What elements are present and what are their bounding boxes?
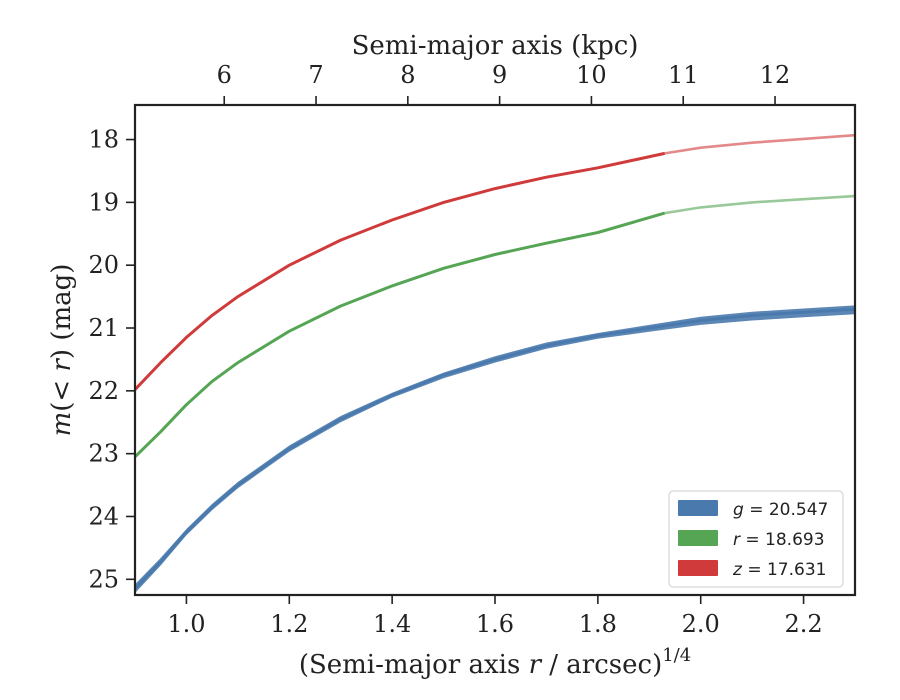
series-z-faded bbox=[664, 133, 855, 155]
y-tick-label: 23 bbox=[88, 440, 119, 468]
legend-swatch-z bbox=[678, 560, 718, 576]
legend-value-r: = 18.693 bbox=[740, 530, 825, 550]
y-tick-label: 25 bbox=[88, 565, 119, 593]
y-tick-label: 24 bbox=[88, 502, 119, 530]
y-tick-label: 20 bbox=[88, 251, 119, 279]
top-x-axis: 6 7 8 9 10 11 12 bbox=[217, 61, 791, 105]
y-axis-label-prefix: m bbox=[47, 412, 77, 437]
y-axis-label-var: r bbox=[47, 358, 77, 372]
y-tick-label: 21 bbox=[88, 314, 119, 342]
x-tick-label: 1.8 bbox=[579, 610, 617, 638]
top-axis-label: Semi-major axis (kpc) bbox=[352, 31, 639, 61]
y-axis-label: m(< r) (mag) bbox=[47, 264, 77, 437]
top-tick-label: 12 bbox=[760, 61, 791, 89]
legend-swatch-g bbox=[678, 500, 718, 516]
y-axis-label-suffix: ) (mag) bbox=[47, 264, 77, 360]
legend-var-g: g bbox=[733, 500, 744, 520]
top-tick-label: 11 bbox=[668, 61, 699, 89]
series-r-faded bbox=[664, 194, 855, 215]
legend: g = 20.547 r = 18.693 z = 17.631 bbox=[668, 490, 844, 588]
x-axis-label-var: r bbox=[529, 650, 543, 680]
x-axis-label: (Semi-major axis r / arcsec)1/4 bbox=[299, 645, 691, 680]
x-axis-label-suffix: / arcsec) bbox=[541, 650, 662, 680]
x-tick-label: 1.6 bbox=[476, 610, 514, 638]
top-tick-label: 7 bbox=[308, 61, 323, 89]
top-tick-label: 6 bbox=[217, 61, 232, 89]
series-g-line bbox=[135, 307, 855, 590]
legend-entry-g: g = 20.547 bbox=[733, 500, 828, 520]
top-tick-label: 9 bbox=[492, 61, 507, 89]
x-tick-label: 1.0 bbox=[167, 610, 205, 638]
top-tick-label: 8 bbox=[400, 61, 415, 89]
legend-var-r: r bbox=[733, 530, 741, 550]
legend-var-z: z bbox=[732, 560, 743, 580]
x-tick-label: 2.0 bbox=[682, 610, 720, 638]
x-tick-label: 1.4 bbox=[373, 610, 411, 638]
y-tick-label: 18 bbox=[88, 126, 119, 154]
series-layer bbox=[135, 133, 855, 594]
bottom-x-axis: 1.0 1.2 1.4 1.6 1.8 2.0 2.2 bbox=[167, 595, 823, 638]
top-tick-label: 10 bbox=[576, 61, 607, 89]
y-tick-label: 19 bbox=[88, 188, 119, 216]
legend-swatch-r bbox=[678, 530, 718, 546]
y-tick-label: 22 bbox=[88, 377, 119, 405]
y-axis-label-mid: (< bbox=[47, 372, 77, 412]
legend-value-z: = 17.631 bbox=[742, 560, 827, 580]
legend-entry-r: r = 18.693 bbox=[733, 530, 825, 550]
x-tick-label: 1.2 bbox=[270, 610, 308, 638]
left-y-axis: 18 19 20 21 22 23 24 25 bbox=[88, 126, 135, 593]
series-r-line bbox=[135, 211, 666, 458]
x-axis-label-exponent: 1/4 bbox=[662, 645, 691, 666]
legend-value-g: = 20.547 bbox=[744, 500, 829, 520]
series-z-line bbox=[135, 151, 666, 391]
legend-entry-z: z = 17.631 bbox=[732, 560, 826, 580]
x-axis-label-prefix: (Semi-major axis bbox=[299, 650, 529, 680]
x-tick-label: 2.2 bbox=[784, 610, 822, 638]
